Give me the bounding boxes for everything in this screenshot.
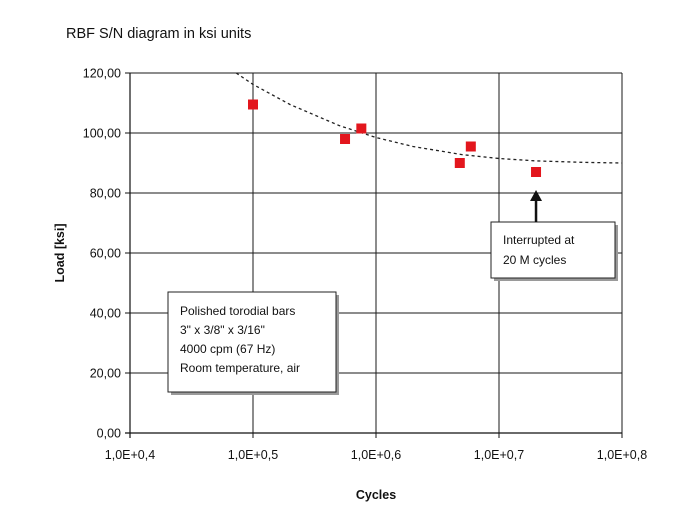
axes bbox=[125, 72, 623, 438]
trendline-path bbox=[235, 72, 623, 164]
chart-title: RBF S/N diagram in ksi units bbox=[66, 26, 251, 42]
x-tick-label-0: 1,0E+0,4 bbox=[105, 448, 155, 462]
specimen-box bbox=[167, 291, 337, 393]
data-point-0-5 bbox=[531, 167, 542, 177]
x-tick-label-1: 1,0E+0,5 bbox=[228, 448, 278, 462]
interrupted-arrow-head bbox=[530, 190, 543, 201]
interrupted-box bbox=[490, 221, 616, 279]
trendline bbox=[235, 72, 623, 164]
data-point-0-0 bbox=[248, 99, 258, 110]
y-tick-label-6: 120,00 bbox=[83, 67, 121, 81]
y-tick-label-0: 0,00 bbox=[97, 427, 121, 441]
data-points bbox=[248, 99, 542, 177]
x-tick-label-4: 1,0E+0,8 bbox=[597, 448, 647, 462]
x-tick-label-3: 1,0E+0,7 bbox=[474, 448, 524, 462]
data-point-0-4 bbox=[465, 141, 476, 152]
x-axis-label: Cycles bbox=[356, 488, 396, 502]
specimen-text-1: 3" x 3/8" x 3/16" bbox=[180, 323, 265, 337]
specimen-text-3: Room temperature, air bbox=[180, 361, 300, 375]
y-tick-label-4: 80,00 bbox=[90, 187, 121, 201]
specimen-text-0: Polished torodial bars bbox=[180, 304, 295, 318]
annotations: Interrupted at 20 M cycles Polished torodi… bbox=[167, 190, 618, 395]
data-point-0-1 bbox=[340, 134, 351, 144]
y-tick-label-5: 100,00 bbox=[83, 127, 121, 141]
y-axis-label: Load [ksi] bbox=[53, 223, 67, 282]
interrupted-text-1: 20 M cycles bbox=[503, 253, 566, 267]
data-point-0-2 bbox=[356, 123, 367, 134]
x-tick-label-2: 1,0E+0,6 bbox=[351, 448, 401, 462]
specimen-text-2: 4000 cpm (67 Hz) bbox=[180, 342, 275, 356]
y-tick-label-3: 60,00 bbox=[90, 247, 121, 261]
y-tick-label-2: 40,00 bbox=[90, 307, 121, 321]
tick-labels: 0,00 20,00 40,00 60,00 80,00 100,00 120,00 1,0E… bbox=[83, 67, 647, 463]
interrupted-text-0: Interrupted at bbox=[503, 233, 575, 247]
y-tick-label-1: 20,00 bbox=[90, 367, 121, 381]
data-point-0-3 bbox=[454, 158, 465, 168]
